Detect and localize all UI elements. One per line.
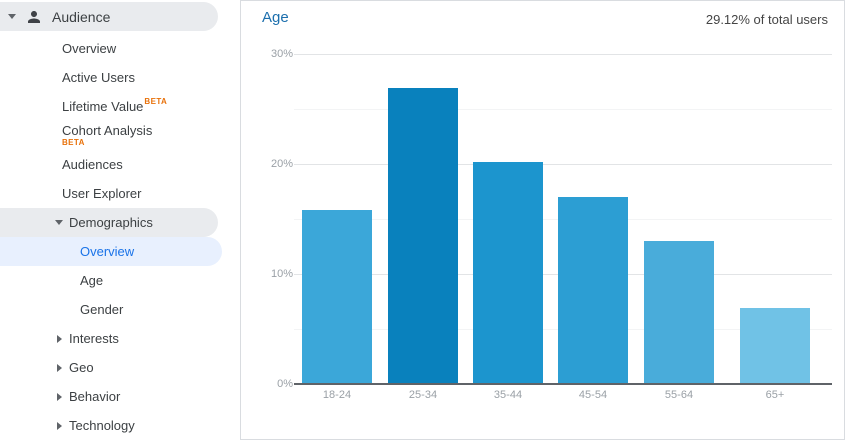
sidebar-item-interests[interactable]: Interests — [0, 324, 240, 353]
chevron-right-icon — [55, 334, 63, 343]
age-report-card: Age 29.12% of total users 0% 10% 20% 30% 18-… — [240, 0, 845, 440]
x-axis-tick-label: 45-54 — [578, 389, 608, 401]
sidebar-item-audiences[interactable]: Audiences — [0, 150, 240, 179]
bar-55-64[interactable] — [644, 241, 714, 384]
bar-25-34[interactable] — [388, 88, 458, 384]
percent-of-total-users-label: 29.12% of total users — [705, 12, 828, 27]
chevron-right-icon — [55, 421, 63, 430]
report-sidebar: Audience Overview Active Users Lifetime Va… — [0, 0, 240, 433]
x-axis-tick-label: 65+ — [765, 389, 785, 401]
sidebar-item-age[interactable]: Age — [0, 266, 240, 295]
sidebar-item-lifetime-value[interactable]: Lifetime Value BETA — [0, 92, 240, 121]
sidebar-item-behavior[interactable]: Behavior — [0, 382, 240, 411]
x-axis-line — [294, 383, 832, 385]
sidebar-item-label: Audiences — [62, 157, 123, 172]
sidebar-item-label: Demographics — [69, 215, 153, 230]
chevron-right-icon — [55, 392, 63, 401]
sidebar-item-demographics[interactable]: Demographics — [0, 208, 218, 237]
chevron-right-icon — [55, 363, 63, 372]
y-axis-tick-label: 10% — [270, 268, 293, 280]
sidebar-item-label: Overview — [62, 41, 117, 56]
bar-45-54[interactable] — [558, 197, 628, 384]
gridline-20pct — [294, 164, 832, 165]
bar-65plus[interactable] — [740, 308, 810, 384]
sidebar-item-audience[interactable]: Audience — [0, 2, 218, 31]
sidebar-item-label: Overview — [80, 244, 135, 259]
beta-badge: BETA — [62, 137, 85, 147]
sidebar-item-geo[interactable]: Geo — [0, 353, 240, 382]
sidebar-item-label: Lifetime Value — [62, 99, 144, 114]
sidebar-item-label: Active Users — [62, 70, 135, 85]
sidebar-item-label: Age — [80, 273, 104, 288]
sidebar-item-overview[interactable]: Overview — [0, 237, 222, 266]
sidebar-item-label: Interests — [69, 331, 119, 346]
beta-badge: BETA — [144, 96, 168, 106]
age-bar-chart: 0% 10% 20% 30% 18-24 25-34 35-44 45-54 55-64 65+ — [241, 1, 844, 439]
y-axis-tick-label: 20% — [270, 158, 293, 170]
gridline-30pct — [294, 54, 832, 55]
sidebar-item-label: User Explorer — [62, 186, 142, 201]
sidebar-item-label: Geo — [69, 360, 94, 375]
y-axis-tick-label: 30% — [270, 48, 293, 60]
sidebar-item-active-users[interactable]: Active Users — [0, 63, 240, 92]
sidebar-item-label: Technology — [69, 418, 135, 433]
bar-18-24[interactable] — [302, 210, 372, 384]
x-axis-tick-label: 55-64 — [664, 389, 694, 401]
sidebar-item-technology[interactable]: Technology — [0, 411, 240, 440]
sidebar-item-cohort-analysis[interactable]: Cohort Analysis BETA — [0, 121, 240, 150]
chart-title-link[interactable]: Age — [262, 9, 289, 26]
sidebar-item-user-explorer[interactable]: User Explorer — [0, 179, 240, 208]
sidebar-item-label: Gender — [80, 302, 124, 317]
sidebar-item-overview[interactable]: Overview — [0, 34, 240, 63]
x-axis-tick-label: 35-44 — [493, 389, 523, 401]
y-axis-tick-label: 0% — [277, 378, 293, 390]
sidebar-item-gender[interactable]: Gender — [0, 295, 240, 324]
sidebar-item-label: Behavior — [69, 389, 121, 404]
sidebar-item-label: Cohort Analysis — [62, 122, 153, 138]
bar-35-44[interactable] — [473, 162, 543, 384]
gridline-25pct — [294, 109, 832, 110]
chevron-down-icon — [8, 14, 16, 19]
sidebar-nav-list: Overview Active Users Lifetime Value BETA Co… — [0, 34, 240, 440]
x-axis-tick-label: 18-24 — [322, 389, 352, 401]
chevron-down-icon — [55, 220, 63, 225]
person-icon — [25, 8, 43, 26]
sidebar-section-label: Audience — [52, 8, 111, 25]
x-axis-tick-label: 25-34 — [408, 389, 438, 401]
